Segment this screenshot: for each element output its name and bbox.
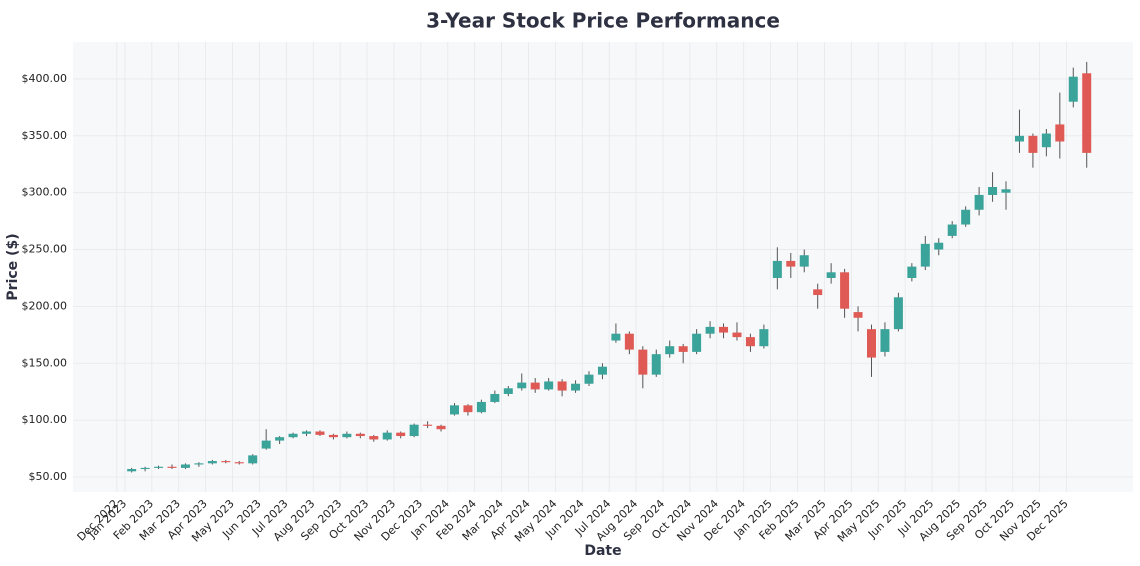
candle-body [893,297,903,330]
y-tick-label: $400.00 [22,72,68,85]
candle-body [503,388,513,394]
candle-body [517,382,527,389]
candle-body [799,255,809,267]
candle-body [1082,73,1092,153]
candle-body [584,374,594,384]
candle-body [1028,135,1038,153]
candle-body [745,337,755,347]
x-axis-label: Date [584,543,621,559]
candle-body [826,272,836,278]
candle-body [692,333,702,352]
candle-body [638,349,648,375]
candle-body [571,383,581,391]
candle-body [719,326,729,333]
y-tick-label: $200.00 [22,299,68,312]
candle-body [759,329,769,347]
candle-body [988,186,998,195]
candle-body [557,381,567,391]
candle-body [665,346,675,355]
candle-body [261,440,271,449]
candle-body [947,224,957,236]
candle-body [342,433,352,438]
candle-body [934,242,944,250]
candle-body [705,326,715,334]
candle-body [530,382,540,390]
candle-body [786,260,796,267]
candle-body [315,431,325,435]
y-tick-label: $150.00 [22,356,68,369]
candle-body [167,466,177,468]
y-tick-label: $250.00 [22,243,68,256]
candle-body [920,243,930,267]
candle-body [328,434,338,438]
candle-body [127,469,137,472]
candle-body [772,260,782,278]
candle-body [369,436,379,440]
candle-body [866,329,876,358]
candle-body [597,366,607,375]
candle-body [382,432,392,440]
candle-body [813,289,823,296]
candle-body [436,425,446,430]
candle-body [907,266,917,278]
candle-body [154,466,164,468]
candle-body [732,332,742,338]
candle-body [355,433,365,437]
candle-body [961,209,971,225]
candle-body [423,424,433,426]
candle-body [207,461,217,464]
candle-body [853,312,863,318]
candle-body [449,405,459,415]
candle-body [651,354,661,375]
chart-title: 3-Year Stock Price Performance [426,9,780,33]
candle-body [1001,189,1011,193]
candle-body [302,431,312,434]
candle-body [880,329,890,352]
candle-body [248,455,258,464]
candle-body [194,463,204,465]
candle-body [180,464,190,468]
candle-body [1041,133,1051,148]
candle-body [221,461,231,463]
y-tick-label: $50.00 [29,470,68,483]
candle-body [840,272,850,309]
candle-body [1014,135,1024,142]
candle-body [611,333,621,341]
candle-body [624,333,634,350]
y-tick-label: $100.00 [22,413,68,426]
plot-area [73,42,1133,492]
y-tick-label: $300.00 [22,186,68,199]
candle-body [544,381,554,390]
candle-body [463,405,473,413]
y-axis-label: Price ($) [5,233,21,300]
candle-body [234,462,244,464]
y-tick-label: $350.00 [22,129,68,142]
candle-body [409,424,419,437]
candle-body [396,432,406,437]
candle-body [974,194,984,210]
candle-body [490,393,500,402]
candle-body [678,346,688,352]
candle-body [275,437,285,441]
candle-body [476,401,486,413]
candle-body [140,467,150,470]
candle-body [1068,76,1078,102]
candle-body [288,433,298,438]
candle-body [1055,124,1065,142]
